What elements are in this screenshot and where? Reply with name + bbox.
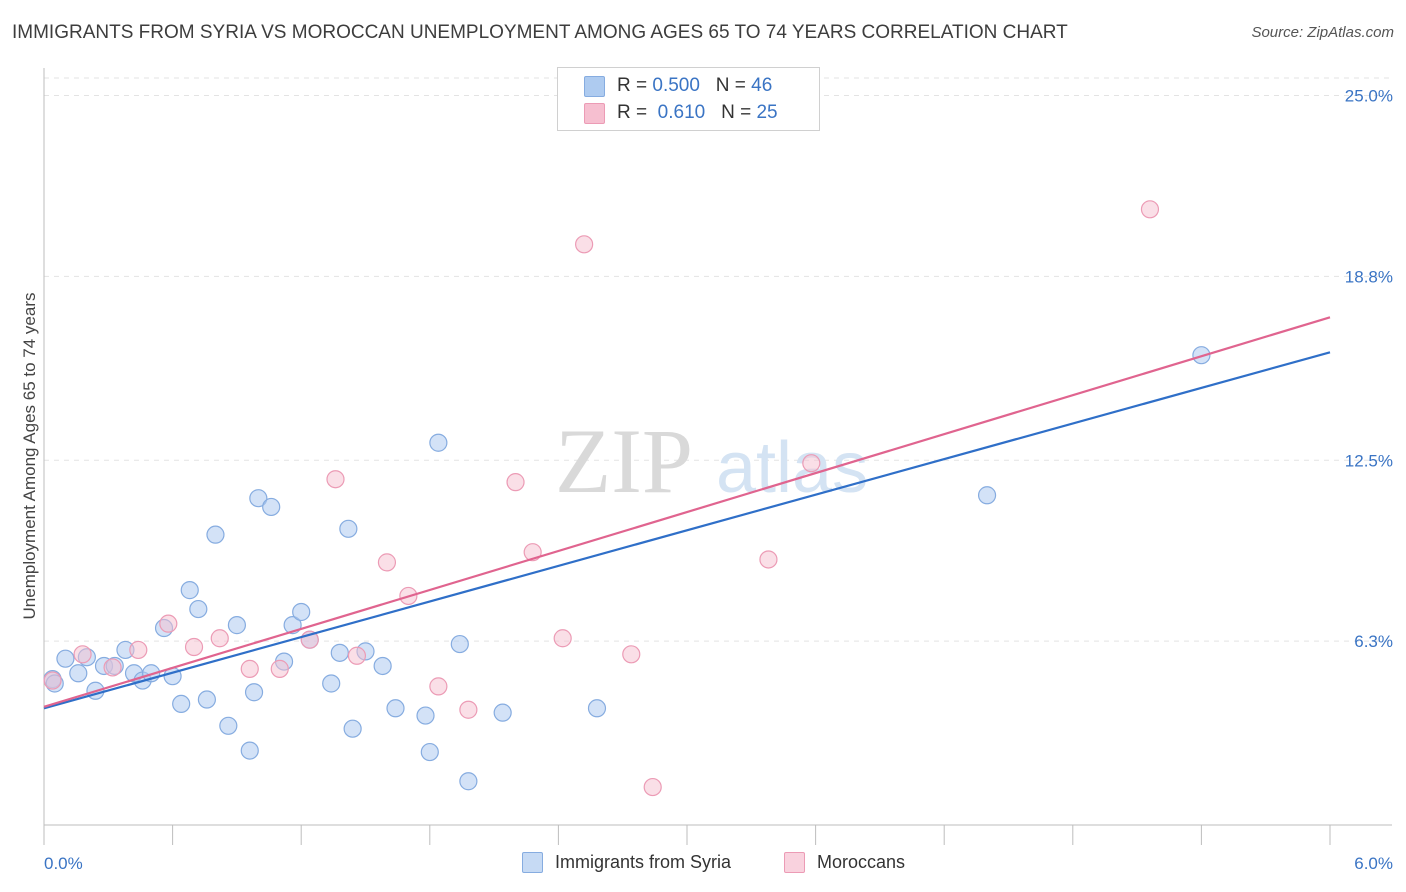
bottom-legend-swatch-syria <box>522 852 543 873</box>
moroccan-point <box>159 614 178 633</box>
trend-lines <box>43 316 1331 710</box>
legend-r-label: R = <box>617 75 648 96</box>
legend: R = 0.500 N = 46 R = 0.610 N = 25 <box>557 67 820 131</box>
syria-point <box>197 690 216 709</box>
syria-point <box>322 674 341 693</box>
syria-point <box>450 634 469 654</box>
watermark-zip: ZIP <box>555 410 693 512</box>
syria-point <box>429 433 448 452</box>
syria-point <box>180 581 199 600</box>
moroccan-point <box>553 629 572 648</box>
syria-point <box>373 656 392 676</box>
bottom-legend-label-syria: Immigrants from Syria <box>555 852 732 872</box>
syria-point <box>292 602 311 622</box>
moroccan-point <box>73 645 92 664</box>
syria-point <box>339 519 358 538</box>
legend-r-label: R = <box>617 102 648 123</box>
moroccan-point <box>506 473 525 492</box>
y-tick-label: 12.5% <box>1345 451 1393 470</box>
y-tick-label: 18.8% <box>1345 267 1393 286</box>
moroccan-point <box>326 470 345 489</box>
legend-n-value: 46 <box>751 75 773 96</box>
bottom-legend-syria: Immigrants from Syria <box>522 852 731 873</box>
moroccan-point <box>622 645 641 664</box>
chart-title: IMMIGRANTS FROM SYRIA VS MOROCCAN UNEMPL… <box>12 22 1068 43</box>
syria-point <box>172 694 191 714</box>
moroccan-point <box>759 550 778 569</box>
moroccan-point <box>575 235 594 254</box>
syria-point <box>56 649 75 668</box>
syria-point <box>587 699 607 718</box>
axes <box>43 68 1392 845</box>
bottom-legend-label-moroccan: Moroccans <box>817 852 906 872</box>
bottom-legend-swatch-moroccan <box>784 852 805 873</box>
legend-swatch-moroccan <box>584 102 605 124</box>
x-tick-label: 6.0% <box>1354 854 1393 873</box>
legend-row-moroccan: R = 0.610 N = 25 <box>584 102 778 124</box>
moroccan-point <box>459 700 478 719</box>
moroccan-point <box>270 659 289 678</box>
moroccan-point <box>240 659 259 678</box>
syria-point <box>69 664 88 683</box>
syria-point <box>459 772 478 791</box>
syria-point <box>977 486 997 505</box>
y-tick-label: 6.3% <box>1354 632 1393 651</box>
syria-point <box>343 719 362 738</box>
moroccan-points <box>43 200 1160 797</box>
syria-point <box>330 643 349 662</box>
syria-trend-line <box>43 351 1331 710</box>
syria-point <box>249 489 268 508</box>
syria-point <box>493 703 512 722</box>
syria-point <box>227 616 246 635</box>
moroccan-point <box>43 671 62 690</box>
moroccan-point <box>129 640 148 660</box>
legend-n-label: N = <box>715 75 746 96</box>
syria-point <box>240 741 259 760</box>
moroccan-point <box>802 454 821 473</box>
syria-point <box>206 525 225 544</box>
tick-labels: 6.3% 12.5% 18.8% 25.0% 0.0% 6.0% <box>44 87 1393 873</box>
legend-swatch-syria <box>584 75 605 97</box>
moroccan-point <box>184 637 204 657</box>
syria-point <box>262 497 281 517</box>
syria-point <box>219 716 238 735</box>
chart-source: Source: ZipAtlas.com <box>1251 24 1394 41</box>
moroccan-point <box>103 658 122 677</box>
syria-point <box>386 699 405 718</box>
moroccan-point <box>1140 200 1160 219</box>
syria-point <box>189 599 208 619</box>
syria-point <box>420 742 439 762</box>
moroccan-point <box>210 629 229 648</box>
syria-point <box>416 706 435 725</box>
moroccan-point <box>429 677 448 696</box>
legend-n-value: 25 <box>756 102 778 123</box>
watermark: ZIP atlas <box>555 410 868 512</box>
legend-r-value: 0.500 <box>652 75 700 96</box>
moroccan-point <box>643 777 662 797</box>
legend-r-value: 0.610 <box>657 102 706 123</box>
syria-point <box>244 683 264 702</box>
moroccan-trend-line <box>43 316 1331 708</box>
bottom-legend-moroccan: Moroccans <box>784 852 905 873</box>
x-tick-label: 0.0% <box>44 854 83 873</box>
moroccan-point <box>377 553 397 572</box>
y-tick-label: 25.0% <box>1345 87 1393 106</box>
legend-n-label: N = <box>721 102 752 123</box>
moroccan-point <box>347 646 367 665</box>
legend-row-syria: R = 0.500 N = 46 <box>584 75 772 97</box>
